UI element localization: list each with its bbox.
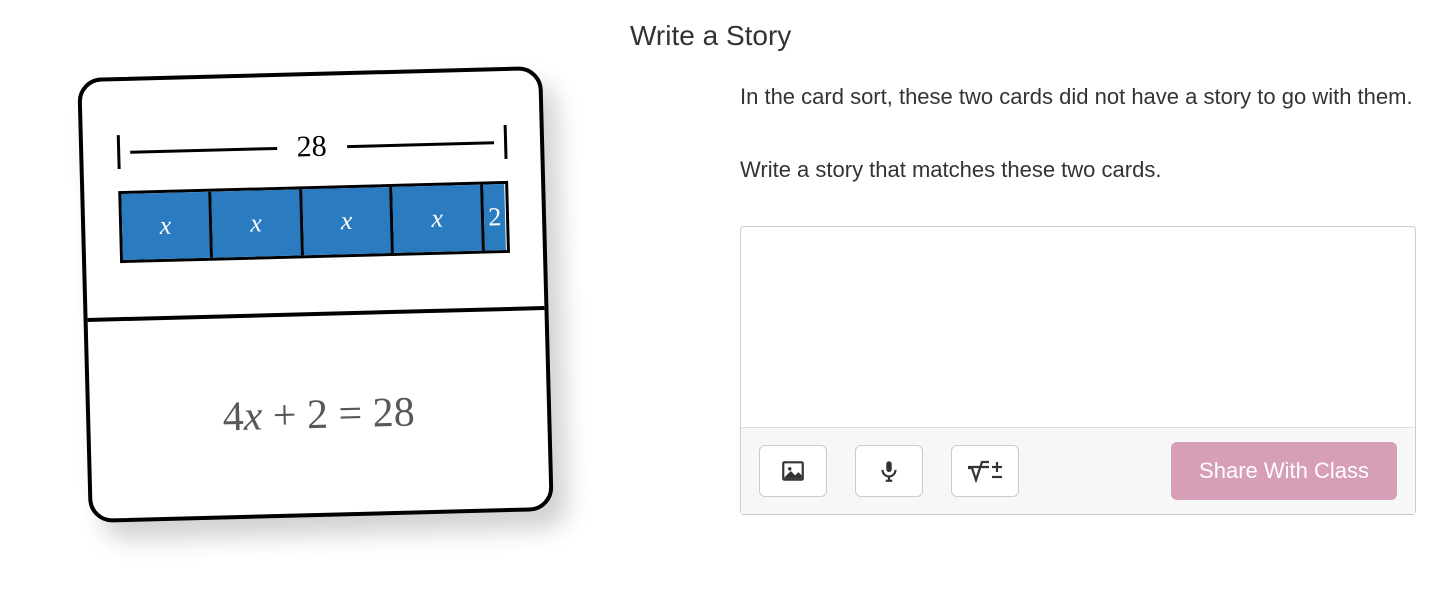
insert-image-button[interactable] bbox=[759, 445, 827, 497]
bar-cell: x bbox=[120, 192, 212, 260]
answer-input[interactable] bbox=[741, 227, 1415, 427]
microphone-icon bbox=[876, 458, 902, 484]
card-bottom: 4x + 2 = 28 bbox=[87, 310, 549, 519]
prompt-text: In the card sort, these two cards did no… bbox=[740, 80, 1416, 226]
bracket: 28 bbox=[116, 125, 507, 169]
answer-toolbar: Share With Class bbox=[741, 427, 1415, 514]
bar-cell: 2 bbox=[483, 184, 506, 251]
bracket-line-left bbox=[129, 147, 276, 154]
card-wrap: 28 xxxx2 4x + 2 = 28 bbox=[77, 66, 553, 523]
prompt-pane: Write a Story In the card sort, these tw… bbox=[630, 0, 1456, 589]
bracket-end-right bbox=[503, 125, 507, 159]
bar-model: xxxx2 bbox=[117, 181, 509, 263]
math-icon bbox=[965, 458, 1005, 484]
math-card: 28 xxxx2 4x + 2 = 28 bbox=[77, 66, 553, 523]
image-icon bbox=[780, 458, 806, 484]
page-title: Write a Story bbox=[630, 20, 1426, 52]
bracket-line-right bbox=[346, 141, 493, 148]
prompt-p2: Write a story that matches these two car… bbox=[740, 153, 1416, 186]
record-audio-button[interactable] bbox=[855, 445, 923, 497]
card-top: 28 xxxx2 bbox=[81, 70, 544, 322]
bar-cell: x bbox=[392, 185, 484, 253]
card-pane: 28 xxxx2 4x + 2 = 28 bbox=[0, 0, 630, 589]
equation: 4x + 2 = 28 bbox=[222, 388, 415, 441]
share-button[interactable]: Share With Class bbox=[1171, 442, 1397, 500]
prompt-p1: In the card sort, these two cards did no… bbox=[740, 80, 1416, 113]
answer-box: Share With Class bbox=[740, 226, 1416, 515]
math-input-button[interactable] bbox=[951, 445, 1019, 497]
bar-cell: x bbox=[211, 189, 303, 257]
bracket-total: 28 bbox=[286, 130, 337, 165]
bar-cell: x bbox=[301, 187, 393, 255]
bracket-end-left bbox=[116, 135, 120, 169]
